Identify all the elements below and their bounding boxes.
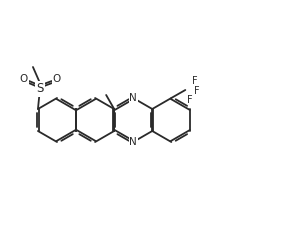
Text: O: O (20, 74, 28, 84)
Text: S: S (36, 82, 44, 96)
Text: N: N (129, 93, 137, 103)
Text: O: O (53, 74, 61, 84)
Text: F: F (192, 76, 197, 86)
Text: F: F (187, 95, 192, 105)
Text: N: N (129, 137, 137, 147)
Text: F: F (193, 86, 199, 96)
